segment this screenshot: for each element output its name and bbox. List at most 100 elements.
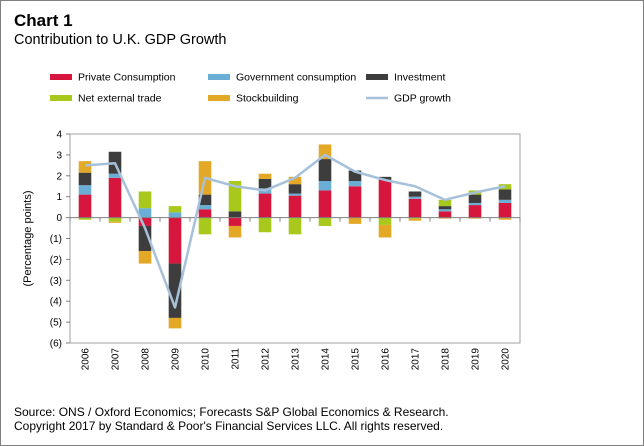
bar-private-consumption [438,211,452,218]
bar-government-consumption [138,208,152,218]
legend-swatch-investment [366,74,388,80]
bar-private-consumption [78,194,92,218]
x-tick-label: 2009 [171,348,182,371]
x-tick-label: 2012 [261,348,272,371]
bar-stockbuilding [348,217,362,224]
bar-private-consumption [468,205,482,218]
bar-government-consumption [288,193,302,196]
bar-investment [318,159,332,182]
bar-investment [228,211,242,218]
bar-investment [498,189,512,200]
x-tick-label: 2013 [291,348,302,371]
bar-net-external-trade [408,217,422,219]
bar-government-consumption [318,181,332,191]
bar-private-consumption [138,217,152,226]
bar-investment [288,184,302,194]
bar-government-consumption [498,199,512,203]
legend-swatch-net-external-trade [50,95,72,101]
bar-stockbuilding [408,218,422,221]
y-tick-label: 3 [56,150,62,161]
bar-government-consumption [468,202,482,206]
bar-private-consumption [318,190,332,218]
chart-title: Chart 1 [14,11,73,30]
bar-private-consumption [108,177,122,218]
bar-stockbuilding [438,217,452,219]
x-tick-label: 2015 [351,348,362,371]
bar-stockbuilding [498,217,512,220]
legend-label-gdp-growth: GDP growth [394,93,451,105]
gdp-growth-line [84,153,506,309]
legend-label-net-external-trade: Net external trade [78,93,162,105]
y-tick-label: 0 [56,213,62,224]
bar-net-external-trade [78,217,92,220]
x-tick-label: 2019 [471,348,482,371]
legend-label-investment: Investment [394,72,445,84]
chart-footer: Source: ONS / Oxford Economics; Forecast… [14,405,449,433]
legend-swatch-stockbuilding [208,95,230,101]
bar-investment [138,225,152,252]
legend-label-private-consumption: Private Consumption [78,72,176,84]
bar-investment [78,172,92,186]
bar-private-consumption [348,186,362,218]
bar-investment [168,263,182,318]
bar-private-consumption [498,202,512,218]
y-tick-label: (1) [50,234,62,245]
bar-investment [258,178,272,189]
bar-investment [408,191,422,197]
x-tick-label: 2014 [321,348,332,371]
bar-stockbuilding [378,224,392,238]
bar-investment [348,170,362,182]
legend-swatch-private-consumption [50,74,72,80]
bar-investment [198,194,212,206]
bar-net-external-trade [168,206,182,213]
bar-net-external-trade [108,217,122,222]
bar-stockbuilding [78,161,92,173]
bar-private-consumption [288,195,302,218]
x-tick-label: 2008 [141,348,152,371]
y-tick-label: (6) [50,339,62,350]
bar-government-consumption [198,205,212,210]
x-tick-label: 2011 [231,348,242,370]
bar-private-consumption [228,217,242,226]
y-axis-label: (Percentage points) [22,191,34,287]
bar-government-consumption [78,185,92,195]
bar-net-external-trade [288,217,302,235]
copyright-note: Copyright 2017 by Standard & Poor's Fina… [14,419,444,433]
legend-swatch-government-consumption [208,74,230,80]
plot-area [69,133,521,344]
bar-stockbuilding [258,173,272,179]
bar-government-consumption [348,181,362,187]
legend-label-government-consumption: Government consumption [236,72,356,84]
bar-private-consumption [258,193,272,218]
x-tick-label: 2007 [111,348,122,371]
bar-government-consumption [408,196,422,199]
bar-stockbuilding [168,317,182,329]
bar-net-external-trade [198,217,212,235]
bar-net-external-trade [258,217,272,233]
bar-private-consumption [378,179,392,218]
bar-stockbuilding [468,217,482,219]
bar-net-external-trade [318,217,332,226]
x-tick-label: 2017 [411,348,422,371]
y-tick-label: (2) [50,255,62,266]
bar-stockbuilding [138,251,152,264]
bar-net-external-trade [438,199,452,207]
bar-stockbuilding [228,225,242,238]
bar-government-consumption [108,173,122,178]
bar-private-consumption [198,209,212,218]
bar-net-external-trade [228,181,242,212]
legend-label-stockbuilding: Stockbuilding [236,93,299,105]
y-tick-label: 2 [56,171,62,182]
bar-investment [438,206,452,210]
bar-investment [468,194,482,203]
y-tick-label: (5) [50,318,62,329]
bar-net-external-trade [138,191,152,209]
x-tick-label: 2018 [441,348,452,371]
x-tick-label: 2006 [81,348,92,371]
source-note: Source: ONS / Oxford Economics; Forecast… [14,405,449,419]
x-tick-label: 2010 [201,348,212,371]
x-tick-label: 2016 [381,348,392,371]
y-tick-label: (3) [50,276,62,287]
bar-government-consumption [438,209,452,212]
